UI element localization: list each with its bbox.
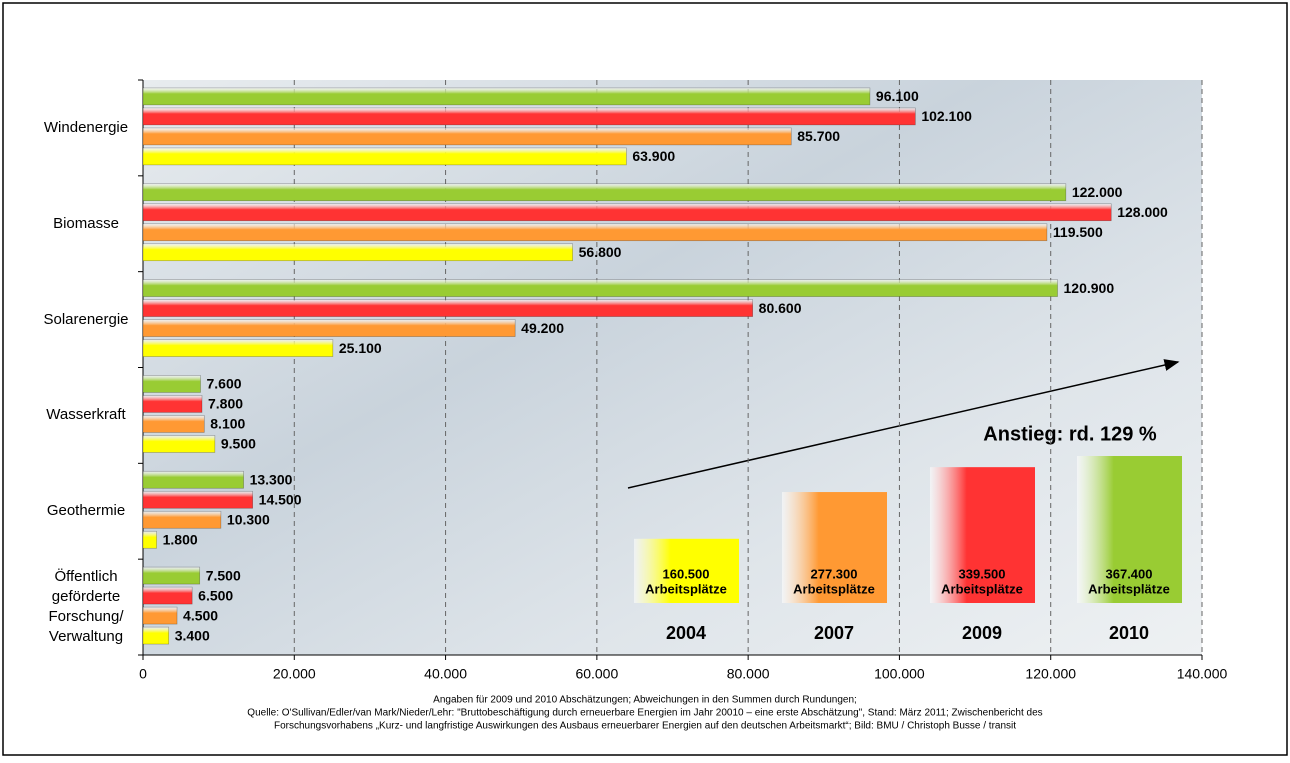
note: Angaben für 2009 und 2010 Abschätzungen;… [433, 695, 857, 706]
data-label: 10.300 [227, 511, 270, 527]
y-tick-label: Geothermie [46, 502, 126, 520]
total-label: 277.300 [811, 566, 858, 581]
bar [142, 470, 244, 489]
bar [142, 279, 1058, 297]
note: Quelle: O'Sullivan/Edler/van Mark/Nieder… [247, 708, 1042, 719]
bar [142, 530, 157, 549]
data-label: 122.000 [1072, 184, 1123, 200]
year-label: 2007 [814, 623, 854, 643]
data-label: 14.500 [259, 491, 302, 507]
x-tick-label: 40.000 [424, 666, 467, 682]
bar [142, 510, 222, 529]
annotation: Anstieg: rd. 129 % [983, 423, 1157, 445]
bar [142, 415, 205, 433]
total-unit: Arbeitsplätze [793, 581, 875, 596]
bar [142, 107, 916, 126]
y-tick-label: Windenergie [43, 118, 129, 136]
bar [142, 299, 753, 317]
data-label: 119.500 [1053, 224, 1103, 240]
bar [142, 319, 516, 337]
bar [142, 203, 1112, 222]
total-label: 339.500 [959, 566, 1006, 581]
bar [142, 606, 178, 625]
x-tick-label: 80.000 [727, 666, 770, 682]
data-label: 80.600 [759, 300, 802, 316]
y-tick-label: Solarenergie [43, 310, 129, 328]
x-tick-label: 100.000 [874, 666, 925, 682]
y-tick-label: Wasserkraft [46, 406, 126, 424]
year-label: 2004 [666, 623, 706, 643]
data-label: 49.200 [521, 320, 564, 336]
bar [142, 395, 203, 413]
data-label: 102.100 [921, 108, 972, 124]
bar [142, 566, 201, 585]
total-bar [1077, 456, 1182, 603]
note: Forschungsvorhabens „Kurz- und langfrist… [274, 721, 1016, 732]
bar [142, 243, 573, 262]
total-bar [634, 538, 739, 603]
total-unit: Arbeitsplätze [1088, 581, 1170, 596]
data-label: 96.100 [876, 88, 919, 104]
bar [142, 626, 170, 645]
bar [142, 223, 1048, 242]
y-tick-label: Öffentlich geförderte Forschung/ Verwalt… [48, 568, 124, 646]
data-label: 13.300 [250, 471, 293, 487]
total-bar [930, 467, 1035, 603]
data-label: 63.900 [632, 148, 675, 164]
x-tick-label: 60.000 [575, 666, 618, 682]
x-tick-label: 20.000 [273, 666, 316, 682]
data-label: 25.100 [339, 340, 382, 356]
total-label: 160.500 [663, 566, 710, 581]
total-label: 367.400 [1106, 566, 1153, 581]
data-label: 1.800 [163, 531, 198, 547]
x-tick-label: 120.000 [1025, 666, 1076, 682]
data-label: 9.500 [221, 436, 256, 452]
year-label: 2009 [962, 623, 1002, 643]
bar [142, 586, 193, 605]
data-label: 85.700 [797, 128, 840, 144]
data-label: 7.600 [206, 376, 241, 392]
data-label: 7.500 [206, 567, 241, 583]
bar [142, 339, 334, 357]
data-label: 128.000 [1117, 204, 1168, 220]
data-label: 120.900 [1064, 280, 1115, 296]
x-tick-label: 140.000 [1177, 666, 1228, 682]
bar [142, 375, 201, 393]
bar [142, 183, 1067, 202]
data-label: 6.500 [198, 587, 233, 603]
total-unit: Arbeitsplätze [941, 581, 1023, 596]
data-label: 7.800 [208, 396, 243, 412]
bar [142, 147, 627, 166]
data-label: 56.800 [579, 244, 622, 260]
total-bar [782, 492, 887, 603]
total-unit: Arbeitsplätze [645, 581, 727, 596]
x-tick-label: 0 [139, 666, 147, 682]
data-label: 8.100 [210, 416, 245, 432]
data-label: 4.500 [183, 607, 218, 623]
year-label: 2010 [1109, 623, 1149, 643]
bar [142, 490, 253, 509]
bar [142, 127, 792, 146]
data-label: 3.400 [175, 627, 210, 643]
trend-arrow [627, 359, 1180, 489]
bar [142, 435, 216, 453]
y-tick-label: Biomasse [53, 214, 119, 232]
bar [142, 87, 871, 106]
